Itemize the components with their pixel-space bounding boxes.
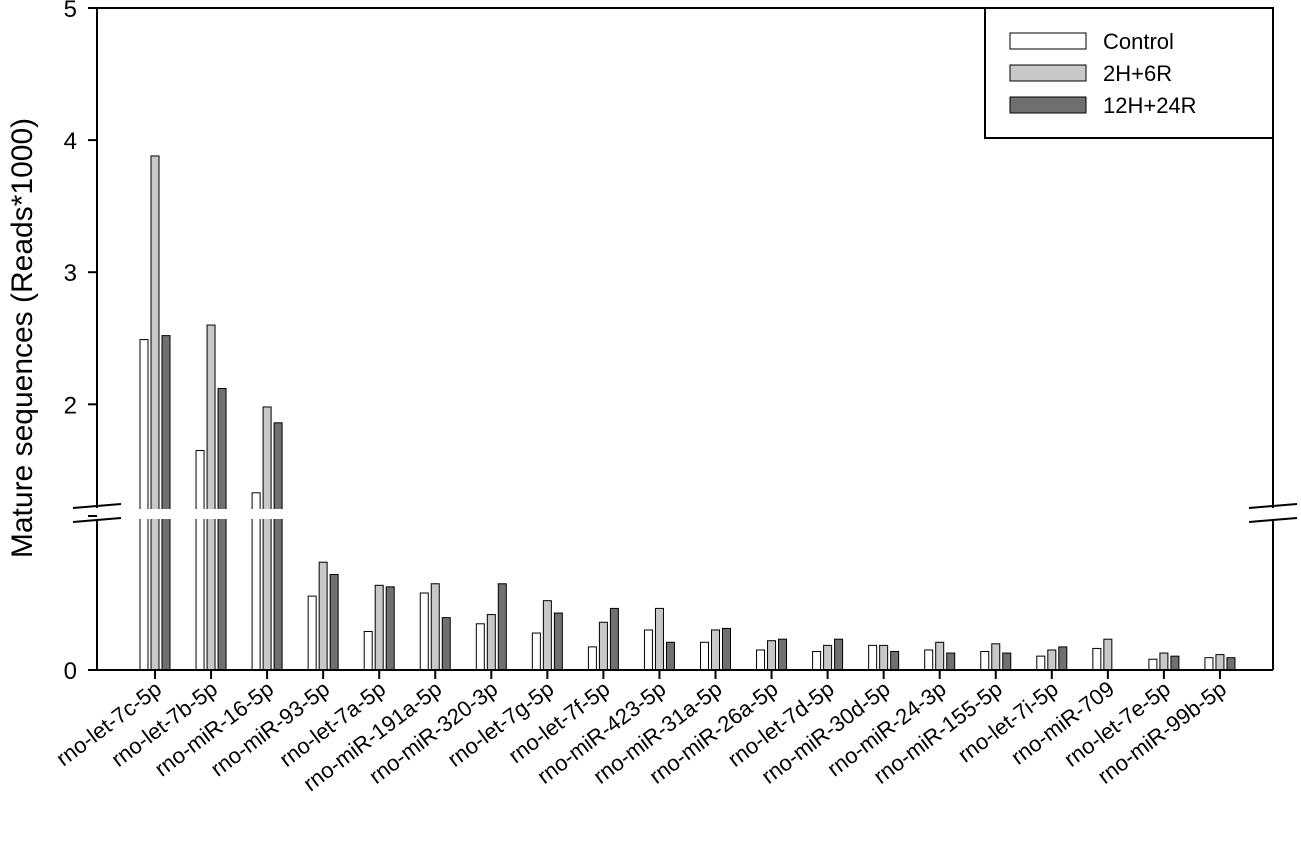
y-tick-label: 5 bbox=[64, 0, 77, 23]
bar-2h6r bbox=[935, 641, 945, 671]
y-tick-label: 4 bbox=[64, 128, 77, 155]
bar-2h6r bbox=[486, 614, 496, 671]
bar-12h24r bbox=[1002, 652, 1012, 671]
bar-control bbox=[587, 646, 597, 671]
bar-control bbox=[1204, 657, 1214, 671]
legend-swatch bbox=[1009, 96, 1087, 114]
bar-12h24r bbox=[441, 617, 451, 671]
bar-12h24r bbox=[834, 638, 844, 671]
bar-12h24r bbox=[273, 422, 283, 671]
legend-swatch bbox=[1009, 32, 1087, 50]
bar-12h24r bbox=[329, 574, 339, 671]
bar-control bbox=[195, 450, 205, 671]
bar-12h24r bbox=[1058, 646, 1068, 671]
bar-control bbox=[924, 649, 934, 671]
y-tick-label: 0 bbox=[64, 658, 77, 685]
y-tick-label: 2 bbox=[64, 392, 77, 419]
bar-2h6r bbox=[767, 640, 777, 671]
legend-label: Control bbox=[1103, 29, 1174, 54]
bar-12h24r bbox=[161, 335, 171, 671]
bar-control bbox=[1036, 655, 1046, 671]
bar-12h24r bbox=[217, 387, 227, 671]
bar-2h6r bbox=[374, 584, 384, 671]
bar-2h6r bbox=[654, 607, 664, 671]
bar-control bbox=[868, 644, 878, 671]
bar-control bbox=[531, 632, 541, 671]
bar-control bbox=[980, 651, 990, 671]
bar-12h24r bbox=[1170, 655, 1180, 671]
bar-2h6r bbox=[150, 155, 160, 671]
bar-2h6r bbox=[991, 643, 1001, 671]
bar-control bbox=[307, 595, 317, 671]
legend-label: 2H+6R bbox=[1103, 61, 1172, 86]
bar-control bbox=[363, 631, 373, 671]
bar-control bbox=[700, 641, 709, 671]
bars-layer bbox=[98, 155, 1272, 671]
bar-12h24r bbox=[1226, 657, 1236, 671]
bar-12h24r bbox=[778, 638, 788, 671]
bar-control bbox=[756, 649, 766, 671]
bar-12h24r bbox=[553, 612, 563, 671]
bar-2h6r bbox=[206, 324, 216, 671]
bar-2h6r bbox=[1159, 652, 1169, 671]
bar-2h6r bbox=[598, 621, 608, 671]
bar-2h6r bbox=[262, 406, 272, 671]
axis-break-mark-left bbox=[72, 517, 122, 523]
bar-control bbox=[1092, 647, 1102, 671]
bar-12h24r bbox=[890, 651, 900, 671]
bar-control bbox=[643, 629, 653, 671]
bar-12h24r bbox=[722, 627, 731, 671]
y-tick-label: 3 bbox=[64, 260, 77, 287]
bar-2h6r bbox=[1215, 654, 1225, 671]
axis-break-mark-left bbox=[72, 503, 122, 509]
axis-break-mark-right bbox=[1248, 503, 1298, 509]
bar-control bbox=[1148, 658, 1158, 671]
axis-break-gap bbox=[98, 509, 1272, 519]
axis-break-mark-right bbox=[1248, 517, 1298, 523]
bar-12h24r bbox=[497, 583, 507, 671]
legend-swatch bbox=[1009, 64, 1087, 82]
bar-12h24r bbox=[946, 652, 956, 671]
bar-2h6r bbox=[430, 583, 440, 671]
bar-2h6r bbox=[318, 561, 328, 671]
bar-control bbox=[419, 592, 429, 671]
bar-2h6r bbox=[711, 629, 720, 671]
bar-2h6r bbox=[1047, 649, 1057, 671]
bar-12h24r bbox=[665, 641, 675, 671]
bar-12h24r bbox=[609, 607, 619, 671]
bar-2h6r bbox=[1103, 638, 1113, 671]
legend: Control 2H+6R 12H+24R bbox=[984, 7, 1274, 139]
bar-control bbox=[812, 651, 822, 671]
bar-control bbox=[251, 492, 261, 671]
y-axis-title: Mature sequences (Reads*1000) bbox=[6, 118, 39, 558]
bar-2h6r bbox=[879, 644, 889, 671]
bar-2h6r bbox=[823, 644, 833, 671]
bar-12h24r bbox=[385, 586, 395, 671]
bar-control bbox=[139, 339, 149, 671]
bar-2h6r bbox=[542, 600, 552, 671]
bar-control bbox=[475, 623, 485, 671]
legend-label: 12H+24R bbox=[1103, 93, 1197, 118]
